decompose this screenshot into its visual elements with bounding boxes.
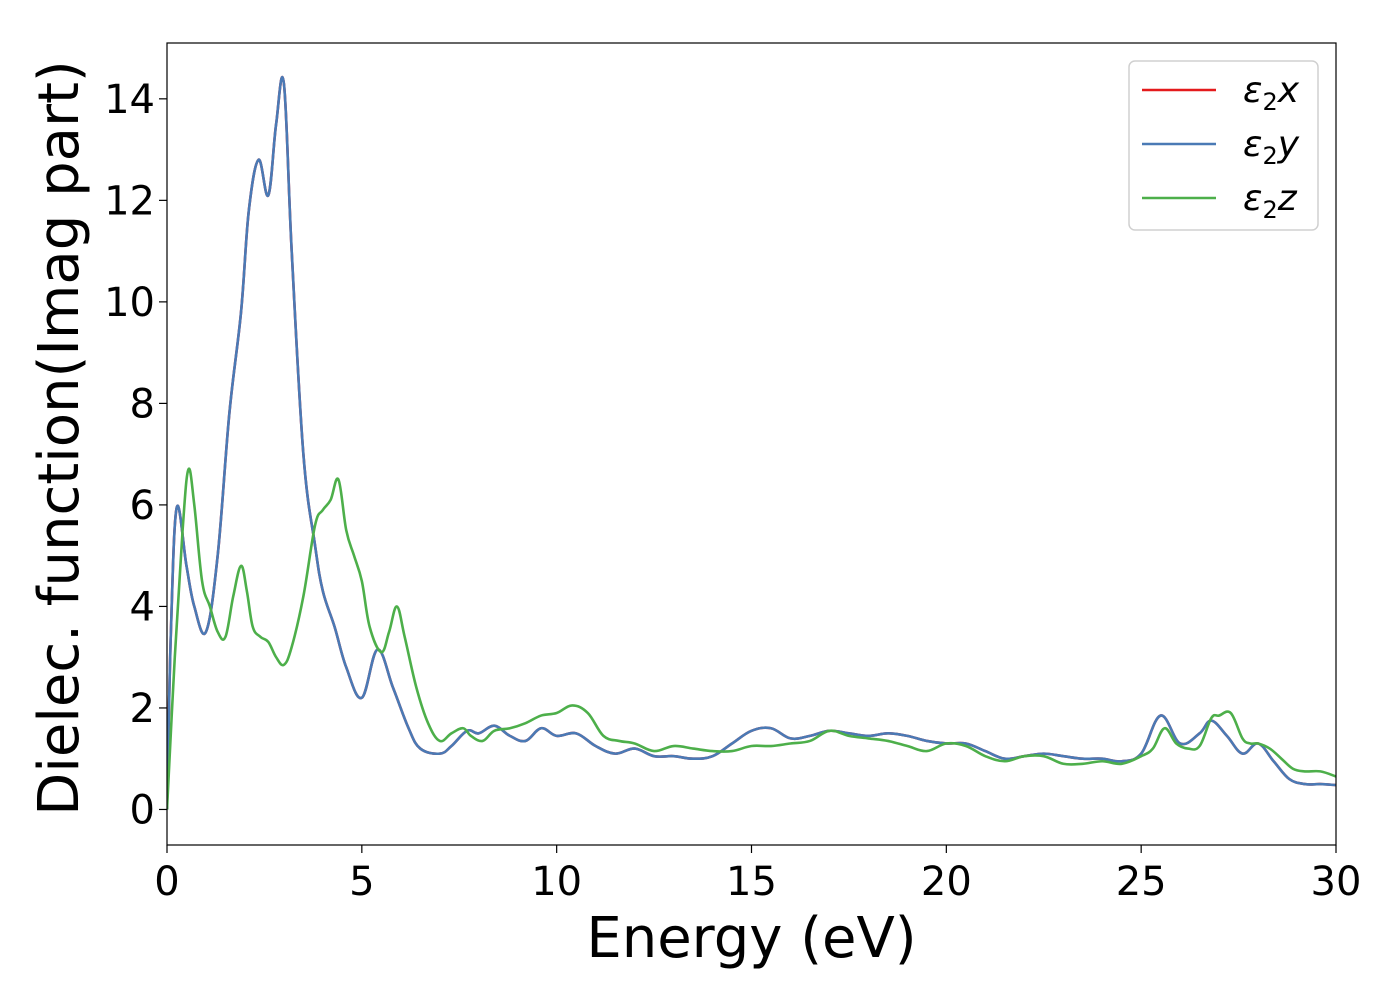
- x-tick-label: 10: [531, 859, 582, 905]
- y-tick-label: 14: [104, 77, 155, 123]
- series-line-z: [167, 467, 1336, 810]
- x-tick-label: 0: [154, 859, 179, 905]
- legend: ε2x ε2y ε2z: [1128, 60, 1319, 231]
- legend-label-x: ε2x: [1243, 70, 1300, 116]
- y-tick-label: 10: [104, 280, 155, 326]
- y-tick-label: 6: [130, 483, 155, 529]
- y-tick-label: 8: [130, 381, 155, 427]
- y-tick-label: 4: [130, 584, 155, 630]
- y-axis-label: Dielec. function(Imag part): [27, 60, 92, 816]
- x-tick-label: 30: [1311, 859, 1362, 905]
- y-tick-label: 2: [130, 686, 155, 732]
- legend-label-z: ε2z: [1243, 178, 1298, 224]
- x-axis-label: Energy (eV): [586, 906, 916, 971]
- legend-label-y: ε2y: [1243, 124, 1300, 170]
- y-tick-label: 0: [130, 787, 155, 833]
- legend-box: [1128, 60, 1319, 231]
- series-layer: [167, 75, 1336, 810]
- y-tick-label: 12: [104, 178, 155, 224]
- x-tick-label: 15: [726, 859, 777, 905]
- y-axis-ticks: 0 2 4 6 8 10 12 14: [104, 77, 167, 833]
- x-tick-label: 20: [921, 859, 972, 905]
- series-line-y: [167, 75, 1336, 810]
- x-tick-label: 5: [349, 859, 374, 905]
- x-tick-label: 25: [1116, 859, 1167, 905]
- x-axis-ticks: 0 5 10 15 20 25 30: [154, 845, 1361, 905]
